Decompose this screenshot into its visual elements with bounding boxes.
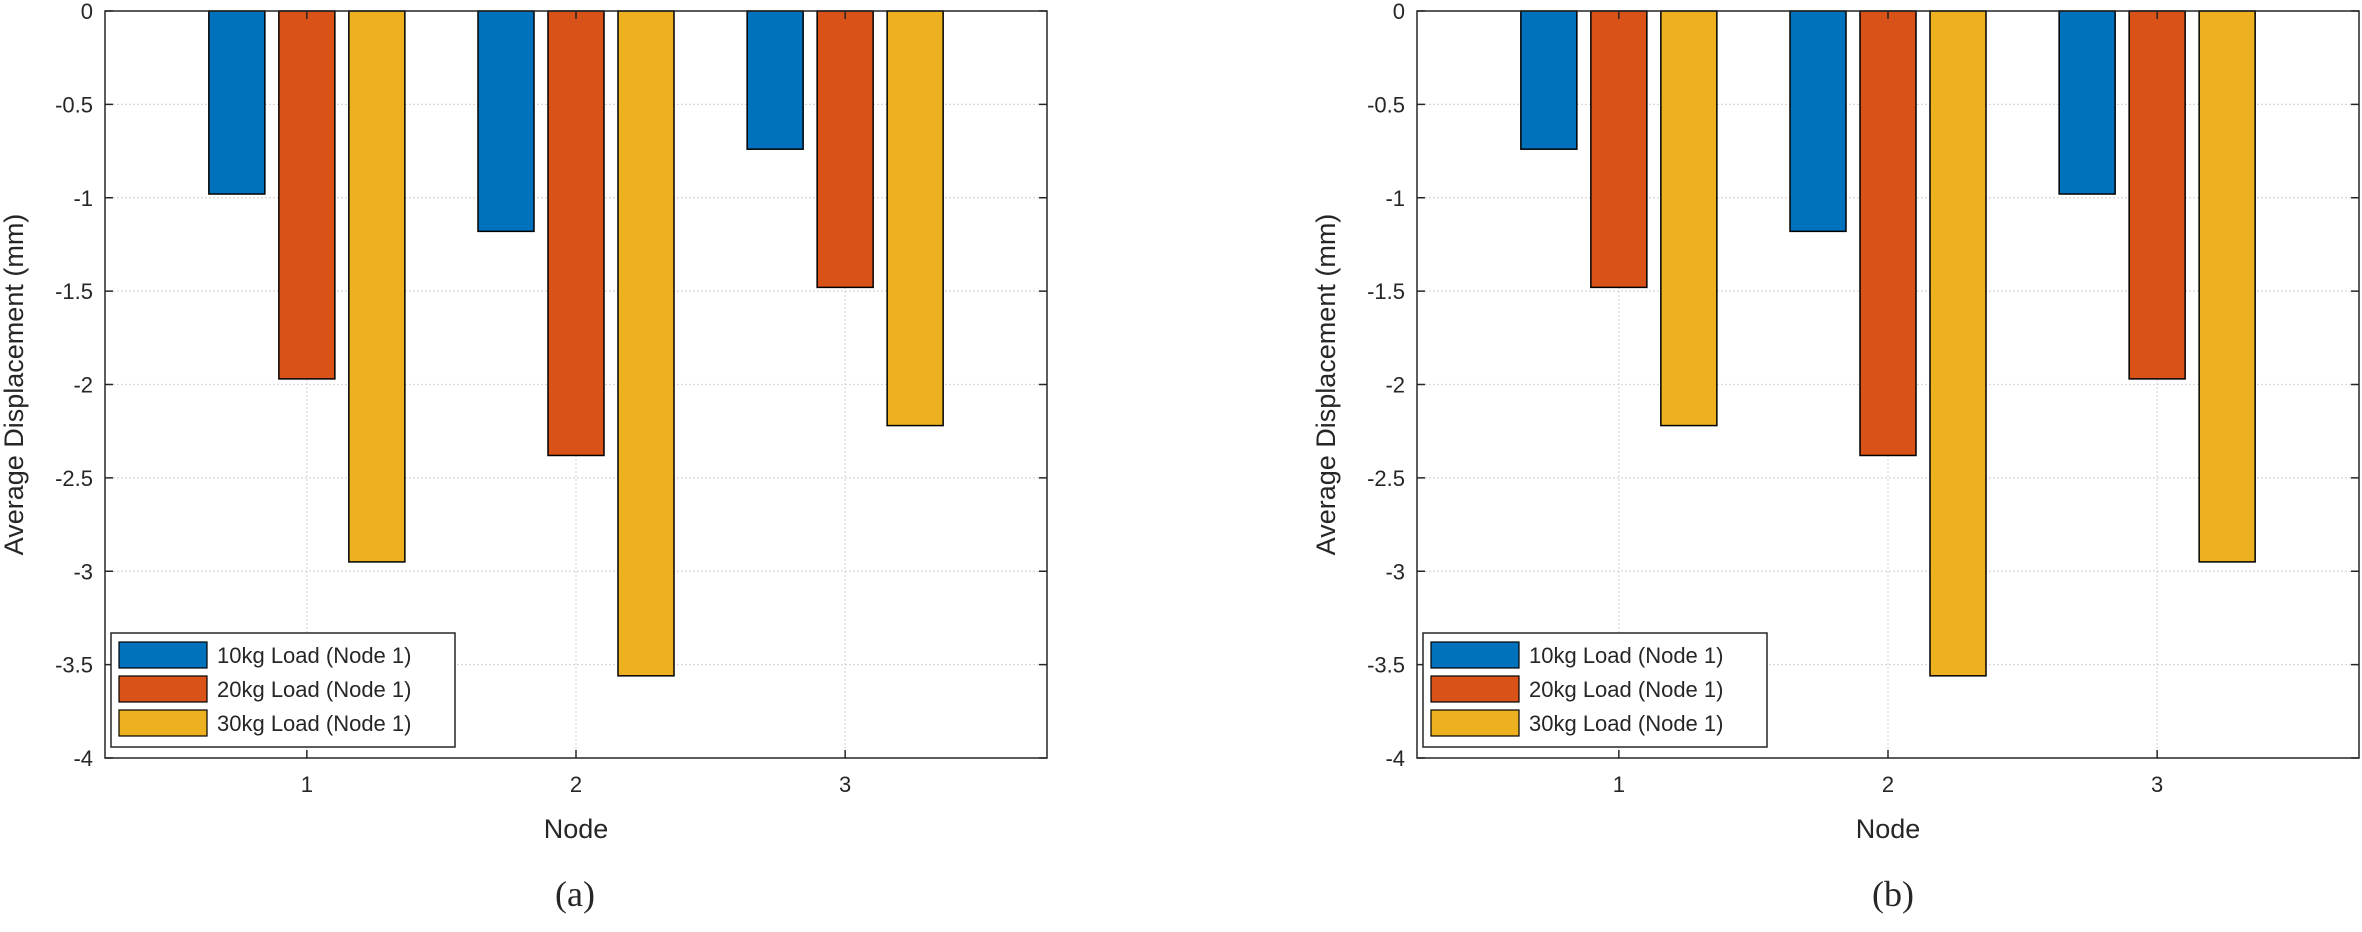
legend-entry: 10kg Load (Node 1) bbox=[1529, 643, 1723, 668]
y-tick-label: -0.5 bbox=[55, 92, 93, 117]
y-tick-label: -3 bbox=[73, 559, 93, 584]
x-tick-label: 2 bbox=[1882, 772, 1894, 797]
bar bbox=[278, 10, 336, 380]
bar bbox=[477, 10, 535, 233]
y-tick-label: -4 bbox=[73, 746, 93, 771]
x-axis-label: Node bbox=[544, 814, 609, 844]
x-tick-label: 1 bbox=[301, 772, 313, 797]
bar bbox=[547, 10, 605, 457]
legend: 10kg Load (Node 1) 20kg Load (Node 1) 30kg… bbox=[1422, 632, 1768, 748]
y-tick-label: -1.5 bbox=[1367, 279, 1405, 304]
y-tick-label: -2 bbox=[73, 373, 93, 398]
legend-entry: 20kg Load (Node 1) bbox=[217, 677, 411, 702]
bar bbox=[2058, 10, 2116, 195]
y-tick-label: -2 bbox=[1385, 373, 1405, 398]
x-axis-label: Node bbox=[1856, 814, 1921, 844]
x-tick-label: 1 bbox=[1613, 772, 1625, 797]
legend-entry: 30kg Load (Node 1) bbox=[1529, 711, 1723, 736]
bar bbox=[348, 10, 406, 563]
legend-swatch bbox=[1430, 641, 1520, 669]
y-tick-label: -2.5 bbox=[1367, 466, 1405, 491]
legend-swatch bbox=[118, 641, 208, 669]
y-tick-label: 0 bbox=[81, 0, 93, 24]
x-tick-label: 2 bbox=[570, 772, 582, 797]
y-axis-label: Average Displacement (mm) bbox=[1311, 214, 1341, 556]
figure-caption: (b) bbox=[1872, 874, 1914, 914]
y-tick-label: -3.5 bbox=[1367, 653, 1405, 678]
legend-entry: 20kg Load (Node 1) bbox=[1529, 677, 1723, 702]
bar bbox=[1929, 10, 1987, 677]
legend-entry: 10kg Load (Node 1) bbox=[217, 643, 411, 668]
bar bbox=[2128, 10, 2186, 380]
bar bbox=[208, 10, 266, 195]
y-tick-label: -0.5 bbox=[1367, 92, 1405, 117]
bar bbox=[816, 10, 874, 289]
legend-swatch bbox=[1430, 709, 1520, 737]
figure-caption: (a) bbox=[555, 874, 595, 914]
bar bbox=[1590, 10, 1648, 289]
y-tick-label: -1 bbox=[73, 186, 93, 211]
y-tick-label: 0 bbox=[1393, 0, 1405, 24]
legend-swatch bbox=[1430, 675, 1520, 703]
y-tick-label: -1 bbox=[1385, 186, 1405, 211]
y-tick-label: -3 bbox=[1385, 559, 1405, 584]
bar bbox=[617, 10, 675, 677]
legend-swatch bbox=[118, 709, 208, 737]
x-tick-label: 3 bbox=[839, 772, 851, 797]
y-axis-label: Average Displacement (mm) bbox=[0, 214, 29, 556]
bar bbox=[1789, 10, 1847, 233]
y-tick-label: -3.5 bbox=[55, 653, 93, 678]
chart-panel-b: 0 -0.5 -1 -1.5 -2 -2.5 -3 -3.5 -4 1 2 3 Node Average … bbox=[1311, 0, 2360, 914]
legend-entry: 30kg Load (Node 1) bbox=[217, 711, 411, 736]
bar bbox=[1520, 10, 1578, 150]
bar bbox=[746, 10, 804, 150]
bar bbox=[886, 10, 944, 427]
bar bbox=[2198, 10, 2256, 563]
bar bbox=[1660, 10, 1718, 427]
y-tick-label: -4 bbox=[1385, 746, 1405, 771]
chart-panel-a: 0 -0.5 -1 -1.5 -2 -2.5 -3 -3.5 -4 1 2 3 Node Average … bbox=[0, 0, 1048, 914]
legend-swatch bbox=[118, 675, 208, 703]
legend: 10kg Load (Node 1) 20kg Load (Node 1) 30kg… bbox=[110, 632, 456, 748]
y-tick-label: -2.5 bbox=[55, 466, 93, 491]
y-tick-label: -1.5 bbox=[55, 279, 93, 304]
bar bbox=[1859, 10, 1917, 457]
x-tick-label: 3 bbox=[2151, 772, 2163, 797]
